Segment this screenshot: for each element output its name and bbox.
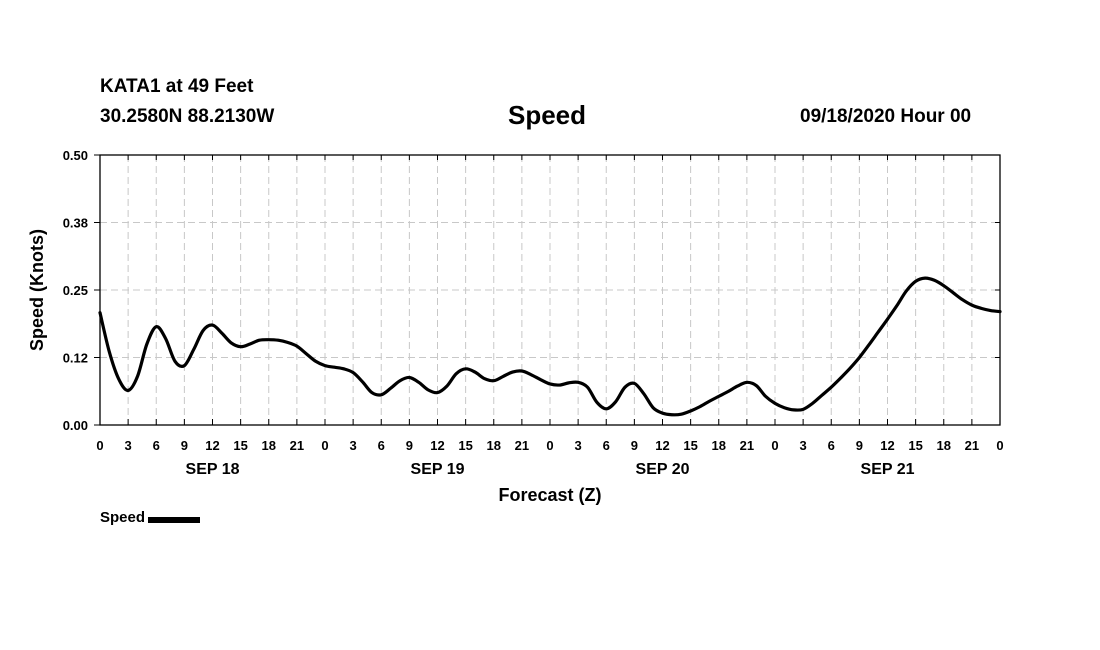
legend-label: Speed <box>100 509 146 526</box>
x-tick-label: 18 <box>712 438 726 453</box>
x-tick-label: 12 <box>880 438 894 453</box>
day-labels: SEP 18 SEP 19 SEP 20 SEP 21 <box>186 461 915 478</box>
axis-ticks <box>94 154 1001 426</box>
x-tick-label: 12 <box>655 438 669 453</box>
x-tick-label: 6 <box>603 438 610 453</box>
x-axis-title: Forecast (Z) <box>498 485 601 505</box>
x-tick-label: 0 <box>771 438 778 453</box>
x-tick-label: 15 <box>908 438 922 453</box>
x-tick-label: 0 <box>321 438 328 453</box>
x-tick-label: 18 <box>937 438 951 453</box>
x-tick-label: 18 <box>487 438 501 453</box>
chart-title: Speed <box>508 100 587 130</box>
y-tick-label: 0.00 <box>63 418 88 433</box>
y-tick-label: 0.38 <box>63 216 88 231</box>
station-label: KATA1 at 49 Feet <box>100 76 254 97</box>
x-tick-label: 21 <box>515 438 529 453</box>
x-tick-label: 0 <box>996 438 1003 453</box>
y-axis-title: Speed (Knots) <box>27 229 47 351</box>
legend: Speed <box>100 509 201 526</box>
x-tick-label: 15 <box>683 438 697 453</box>
y-tick-label: 0.12 <box>63 351 88 366</box>
x-tick-label: 3 <box>125 438 132 453</box>
day-label: SEP 19 <box>411 461 465 478</box>
x-tick-label: 12 <box>430 438 444 453</box>
x-tick-label: 18 <box>262 438 276 453</box>
x-tick-label: 9 <box>406 438 413 453</box>
x-tick-label: 9 <box>856 438 863 453</box>
x-tick-label: 3 <box>575 438 582 453</box>
x-tick-label: 9 <box>181 438 188 453</box>
grid-lines <box>100 155 1000 425</box>
issued-time-label: 09/18/2020 Hour 00 <box>800 106 972 127</box>
y-tick-label: 0.50 <box>63 148 88 163</box>
x-tick-labels: 0 3 6 9 12 15 18 21 0 3 6 9 12 15 18 21 0 3 6 9 12 15 18 21 0 3 6 9… <box>96 438 1003 453</box>
x-tick-label: 9 <box>631 438 638 453</box>
x-tick-label: 0 <box>546 438 553 453</box>
x-tick-label: 21 <box>290 438 304 453</box>
x-tick-label: 6 <box>153 438 160 453</box>
x-tick-label: 3 <box>350 438 357 453</box>
x-tick-label: 12 <box>205 438 219 453</box>
y-tick-labels: 0.00 0.12 0.25 0.38 0.50 <box>63 148 88 433</box>
x-tick-label: 0 <box>96 438 103 453</box>
x-tick-label: 3 <box>800 438 807 453</box>
x-tick-label: 15 <box>458 438 472 453</box>
day-label: SEP 18 <box>186 461 240 478</box>
x-tick-label: 6 <box>828 438 835 453</box>
day-label: SEP 20 <box>636 461 690 478</box>
day-label: SEP 21 <box>861 461 915 478</box>
x-tick-label: 6 <box>378 438 385 453</box>
x-tick-label: 15 <box>233 438 247 453</box>
x-tick-label: 21 <box>965 438 979 453</box>
x-tick-label: 21 <box>740 438 754 453</box>
y-tick-label: 0.25 <box>63 283 88 298</box>
legend-swatch <box>148 517 201 523</box>
coordinates-label: 30.2580N 88.2130W <box>100 106 275 127</box>
series-line-speed <box>98 276 1002 417</box>
